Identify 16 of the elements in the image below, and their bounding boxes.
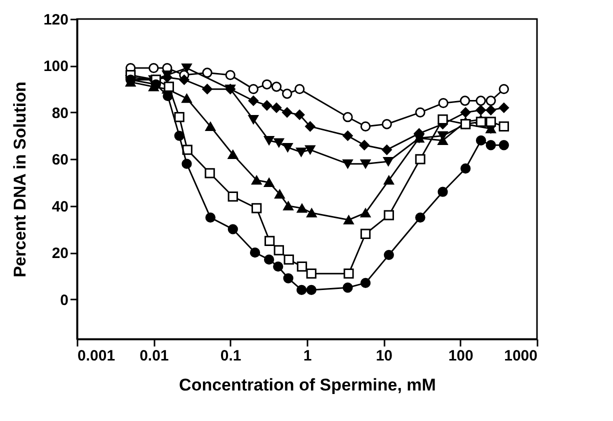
x-axis-title: Concentration of Spermine, mM [179,376,436,394]
x-tick-label: 100 [448,348,474,364]
x-tick-label: 0.001 [78,348,116,364]
y-tick-label: 0 [60,292,68,309]
y-tick-label: 120 [43,12,68,28]
x-tick-label: 10 [376,348,393,364]
x-tick-label: 1 [303,348,312,364]
x-tick-label: 0.1 [220,348,242,364]
y-tick-label: 20 [52,245,68,262]
y-tick-label: 40 [52,198,68,216]
y-tick-label: 100 [43,58,68,76]
y-tick-label: 80 [52,104,68,122]
x-tick-label: 0.01 [140,348,169,364]
y-axis-title: Percent DNA in Solution [10,82,30,278]
y-tick-label: 60 [52,152,68,169]
x-tick-label: 1000 [504,348,538,364]
